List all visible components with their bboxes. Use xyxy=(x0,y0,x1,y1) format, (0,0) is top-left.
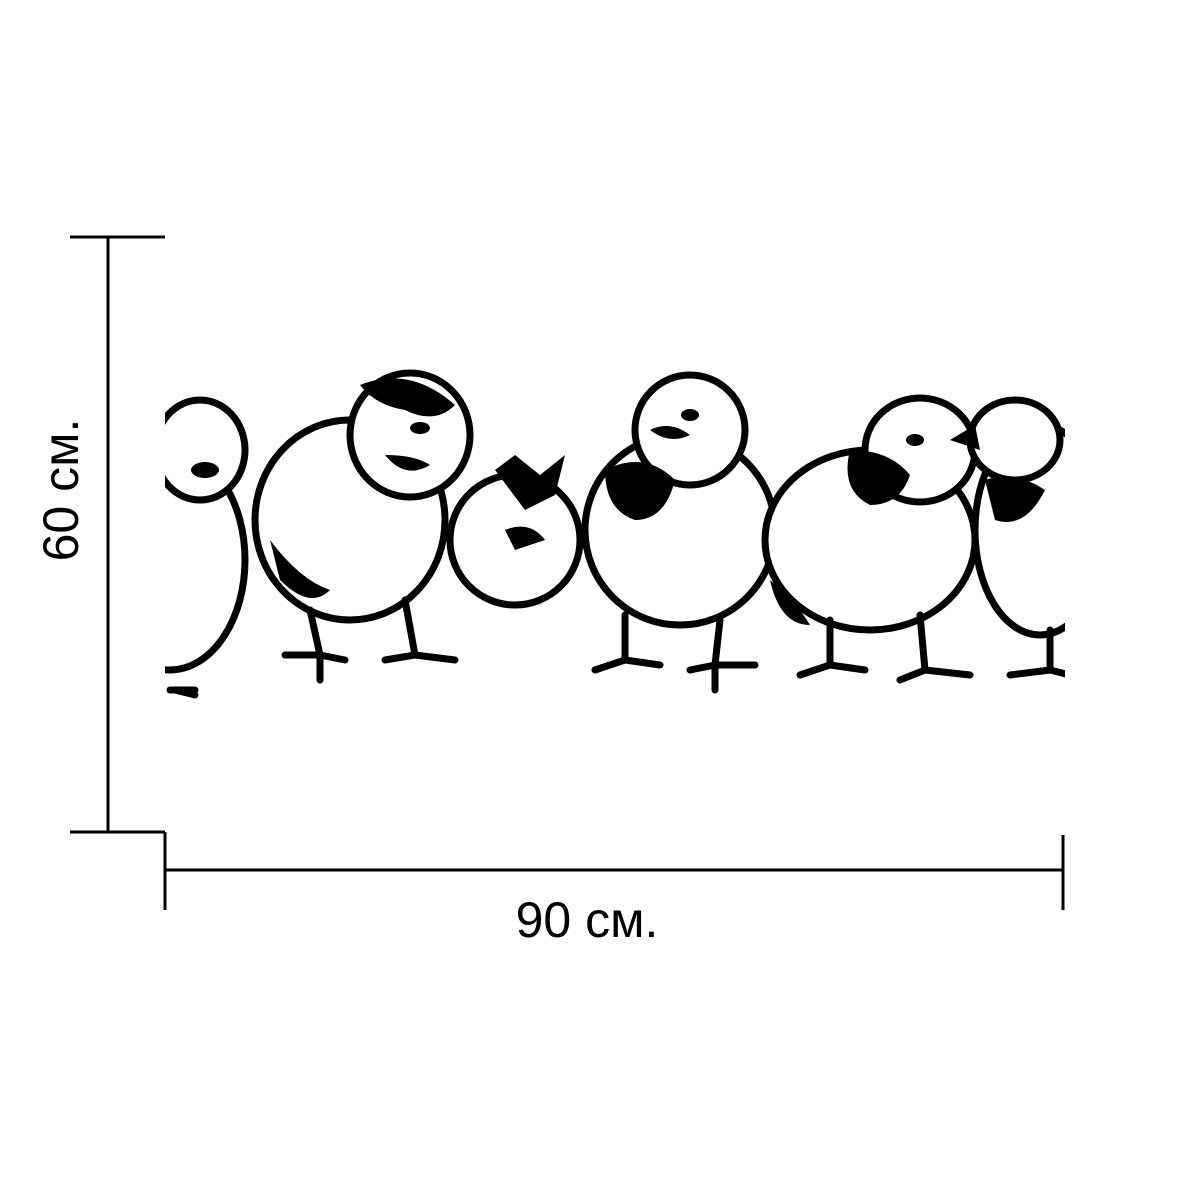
chick xyxy=(251,369,474,684)
height-label: 60 см. xyxy=(33,419,89,562)
width-label: 90 см. xyxy=(516,892,659,948)
height-dimension: 60 см. xyxy=(33,235,165,834)
chick xyxy=(581,371,779,694)
chick xyxy=(761,394,979,684)
chick xyxy=(446,455,584,609)
chicks-illustration xyxy=(165,369,1065,699)
width-dimension: 90 см. xyxy=(163,832,1065,948)
chick xyxy=(950,396,1065,679)
chick xyxy=(165,396,249,699)
